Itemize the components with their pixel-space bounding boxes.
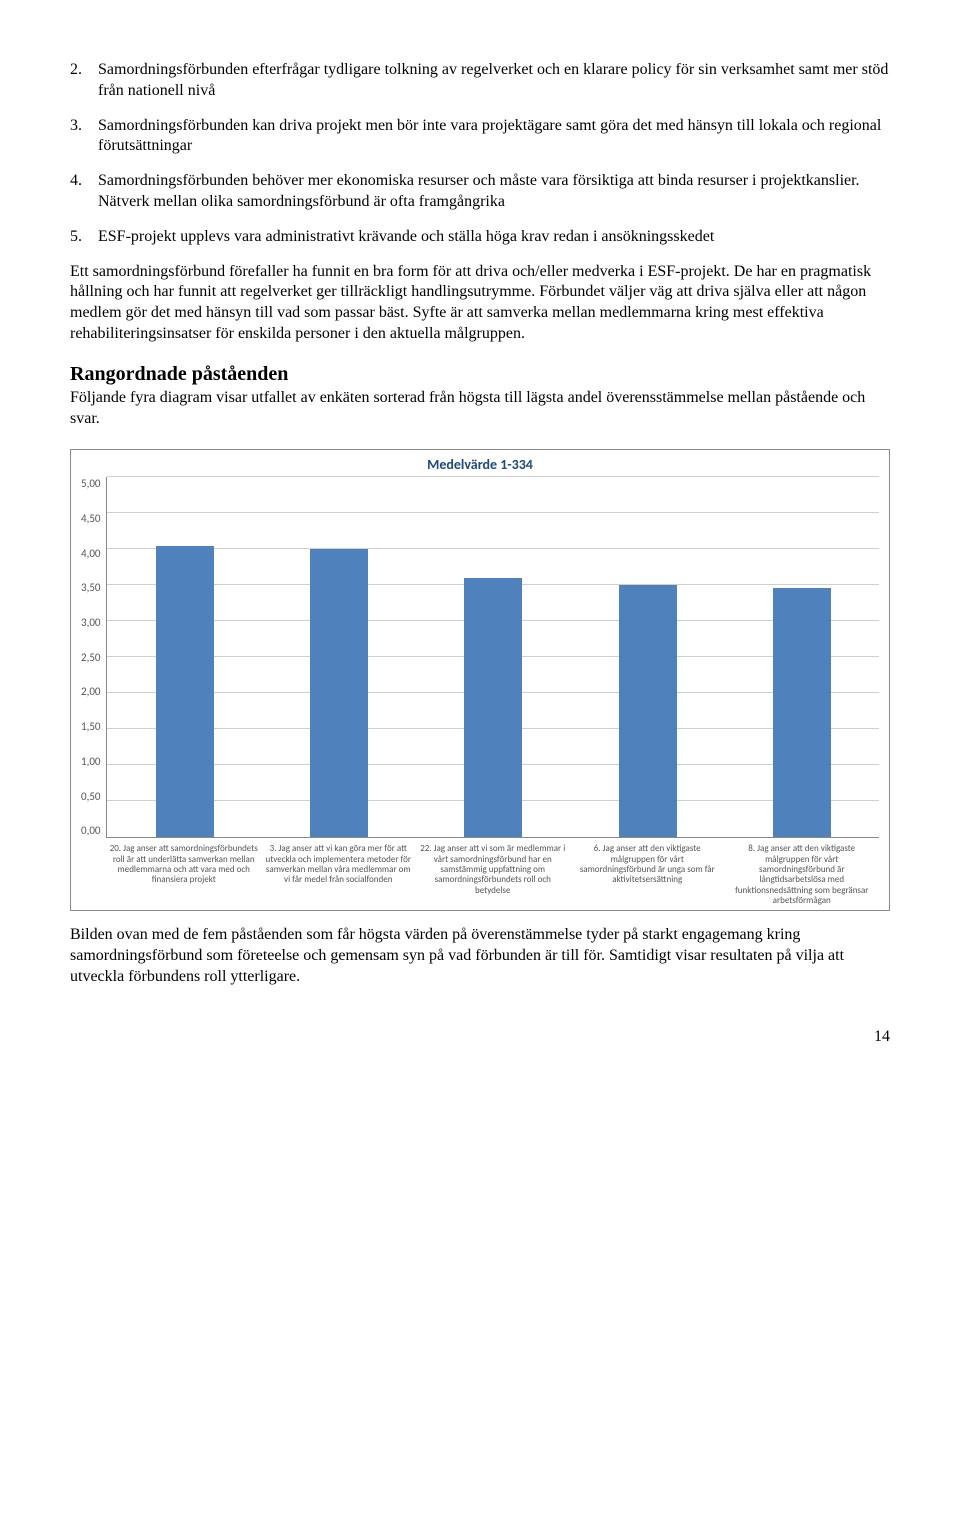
body-paragraph: Ett samordningsförbund förefaller ha fun…: [70, 262, 890, 345]
numbered-list: 2. Samordningsförbunden efterfrågar tydl…: [70, 60, 890, 248]
x-label: 8. Jag anser att den viktigaste målgrupp…: [725, 844, 879, 906]
list-item: 3. Samordningsförbunden kan driva projek…: [70, 116, 890, 158]
list-number: 4.: [70, 171, 98, 213]
y-axis: 5,00 4,50 4,00 3,50 3,00 2,50 2,00 1,50 …: [81, 477, 106, 837]
bar: [464, 578, 522, 837]
y-tick: 0,50: [81, 790, 100, 803]
x-label: 22. Jag anser att vi som är medlemmar i …: [416, 844, 570, 906]
list-number: 2.: [70, 60, 98, 102]
y-tick: 3,50: [81, 581, 100, 594]
chart-title: Medelvärde 1-334: [81, 456, 879, 473]
list-text: Samordningsförbunden kan driva projekt m…: [98, 116, 890, 158]
y-tick: 2,00: [81, 685, 100, 698]
chart-body: 5,00 4,50 4,00 3,50 3,00 2,50 2,00 1,50 …: [81, 477, 879, 906]
bar: [310, 549, 368, 837]
x-label: 20. Jag anser att samordningsförbundets …: [107, 844, 261, 906]
x-label: 3. Jag anser att vi kan göra mer för att…: [261, 844, 415, 906]
x-label: 6. Jag anser att den viktigaste målgrupp…: [570, 844, 724, 906]
y-tick: 4,50: [81, 512, 100, 525]
page-number: 14: [70, 1028, 890, 1046]
y-tick: 2,50: [81, 651, 100, 664]
list-item: 5. ESF-projekt upplevs vara administrati…: [70, 227, 890, 248]
list-text: ESF-projekt upplevs vara administrativt …: [98, 227, 890, 248]
bar: [619, 585, 677, 837]
list-number: 3.: [70, 116, 98, 158]
bars-group: [107, 477, 879, 837]
plot-area: 20. Jag anser att samordningsförbundets …: [106, 477, 879, 906]
section-intro: Följande fyra diagram visar utfallet av …: [70, 388, 890, 430]
list-item: 4. Samordningsförbunden behöver mer ekon…: [70, 171, 890, 213]
list-number: 5.: [70, 227, 98, 248]
list-text: Samordningsförbunden efterfrågar tydliga…: [98, 60, 890, 102]
bar: [773, 588, 831, 838]
y-tick: 4,00: [81, 547, 100, 560]
y-tick: 1,50: [81, 720, 100, 733]
list-text: Samordningsförbunden behöver mer ekonomi…: [98, 171, 890, 213]
section-heading: Rangordnade påståenden: [70, 363, 890, 386]
bar-chart: Medelvärde 1-334 5,00 4,50 4,00 3,50 3,0…: [70, 449, 890, 911]
y-tick: 3,00: [81, 616, 100, 629]
y-tick: 1,00: [81, 755, 100, 768]
bar: [156, 546, 214, 838]
body-paragraph: Bilden ovan med de fem påståenden som få…: [70, 925, 890, 987]
x-axis: 20. Jag anser att samordningsförbundets …: [106, 844, 879, 906]
list-item: 2. Samordningsförbunden efterfrågar tydl…: [70, 60, 890, 102]
y-tick: 5,00: [81, 477, 100, 490]
y-tick: 0,00: [81, 824, 100, 837]
